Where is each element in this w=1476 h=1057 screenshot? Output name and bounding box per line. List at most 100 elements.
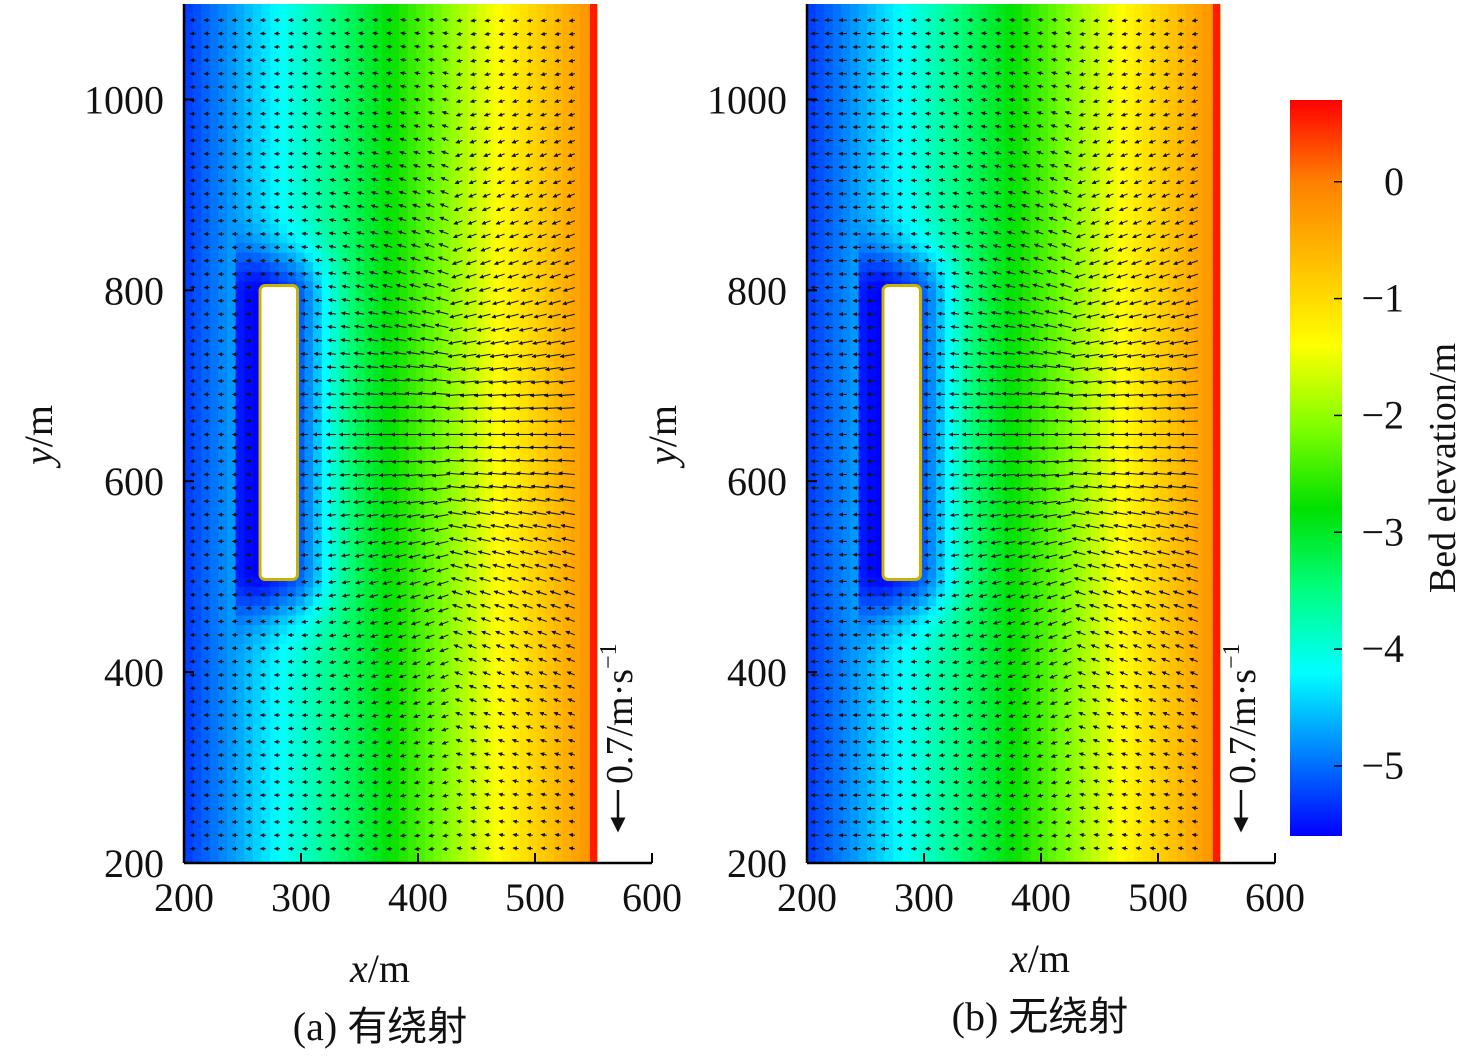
field-cell bbox=[184, 13, 194, 24]
field-cell bbox=[562, 233, 572, 244]
field-cell bbox=[579, 376, 589, 387]
field-cell bbox=[416, 338, 426, 349]
field-cell bbox=[399, 166, 409, 177]
field-cell bbox=[184, 481, 194, 492]
field-cell bbox=[295, 815, 306, 826]
field-cell bbox=[528, 395, 538, 406]
field-cell bbox=[407, 385, 417, 396]
field-cell bbox=[502, 42, 512, 53]
field-cell bbox=[304, 309, 314, 320]
field-cell bbox=[553, 347, 564, 358]
field-cell bbox=[184, 23, 194, 34]
field-cell bbox=[579, 653, 589, 664]
field-cell bbox=[485, 366, 495, 377]
field-cell bbox=[330, 700, 340, 711]
field-cell bbox=[356, 805, 366, 816]
field-cell bbox=[545, 624, 555, 635]
field-cell bbox=[347, 481, 357, 492]
field-cell bbox=[304, 175, 314, 186]
field-cell bbox=[528, 586, 538, 597]
field-cell bbox=[347, 758, 357, 769]
field-cell bbox=[227, 433, 237, 444]
field-cell bbox=[442, 185, 452, 196]
field-cell bbox=[459, 691, 469, 702]
field-cell bbox=[330, 404, 340, 416]
field-cell bbox=[364, 777, 374, 788]
field-cell bbox=[218, 586, 228, 597]
field-cell bbox=[244, 796, 254, 807]
field-cell bbox=[227, 23, 237, 34]
field-cell bbox=[356, 786, 366, 797]
field-cell bbox=[528, 710, 538, 721]
field-cell bbox=[364, 242, 374, 253]
field-cell bbox=[545, 51, 555, 62]
field-cell bbox=[338, 748, 349, 759]
field-cell bbox=[553, 366, 564, 377]
field-cell bbox=[278, 691, 288, 702]
field-cell bbox=[209, 614, 220, 625]
field-cell bbox=[579, 738, 589, 750]
field-cell bbox=[442, 385, 452, 396]
field-cell bbox=[295, 128, 306, 139]
field-cell bbox=[553, 185, 564, 196]
velocity-vector bbox=[313, 526, 323, 531]
field-cell bbox=[209, 653, 220, 664]
field-cell bbox=[218, 481, 228, 492]
field-cell bbox=[493, 194, 503, 206]
field-cell bbox=[252, 691, 263, 702]
field-cell bbox=[407, 137, 417, 148]
field-cell bbox=[244, 767, 254, 778]
field-cell bbox=[519, 108, 529, 120]
velocity-vector bbox=[313, 338, 323, 343]
field-cell bbox=[373, 567, 383, 578]
field-cell bbox=[364, 490, 374, 501]
field-cell bbox=[235, 423, 245, 435]
field-cell bbox=[416, 653, 426, 664]
field-cell bbox=[467, 481, 478, 492]
field-cell bbox=[424, 538, 435, 549]
field-cell bbox=[381, 318, 392, 330]
field-cell bbox=[424, 691, 435, 702]
field-cell bbox=[338, 204, 349, 215]
field-cell bbox=[295, 108, 306, 120]
field-cell bbox=[261, 156, 271, 167]
field-cell bbox=[407, 70, 417, 81]
field-cell bbox=[442, 61, 452, 72]
velocity-vector bbox=[315, 138, 323, 143]
field-cell bbox=[304, 271, 314, 282]
field-cell bbox=[347, 51, 357, 62]
field-cell bbox=[347, 376, 357, 387]
field-cell bbox=[399, 32, 409, 43]
field-cell bbox=[502, 108, 512, 120]
field-cell bbox=[476, 357, 486, 368]
field-cell bbox=[553, 519, 564, 530]
field-cell bbox=[278, 175, 288, 186]
field-cell bbox=[519, 500, 529, 511]
field-cell bbox=[321, 519, 331, 530]
field-cell bbox=[295, 729, 306, 740]
field-cell bbox=[424, 490, 435, 501]
field-cell bbox=[338, 51, 349, 62]
field-cell bbox=[390, 51, 400, 62]
field-cell bbox=[252, 748, 263, 759]
field-cell bbox=[433, 767, 443, 778]
field-cell bbox=[476, 328, 486, 339]
field-cell bbox=[373, 261, 383, 272]
velocity-vector bbox=[329, 111, 337, 116]
field-cell bbox=[184, 500, 194, 511]
field-cell bbox=[364, 662, 374, 673]
field-cell bbox=[347, 80, 357, 91]
field-cell bbox=[399, 653, 409, 664]
field-cell bbox=[467, 32, 478, 43]
field-cell bbox=[313, 452, 323, 463]
field-cell bbox=[485, 147, 495, 158]
field-cell bbox=[192, 80, 202, 91]
field-cell bbox=[330, 433, 340, 444]
field-cell bbox=[390, 805, 400, 816]
field-cell bbox=[562, 70, 572, 81]
field-cell bbox=[184, 404, 194, 416]
field-cell bbox=[528, 595, 538, 606]
field-cell bbox=[347, 719, 357, 730]
field-cell bbox=[476, 99, 486, 110]
field-cell bbox=[304, 853, 314, 864]
